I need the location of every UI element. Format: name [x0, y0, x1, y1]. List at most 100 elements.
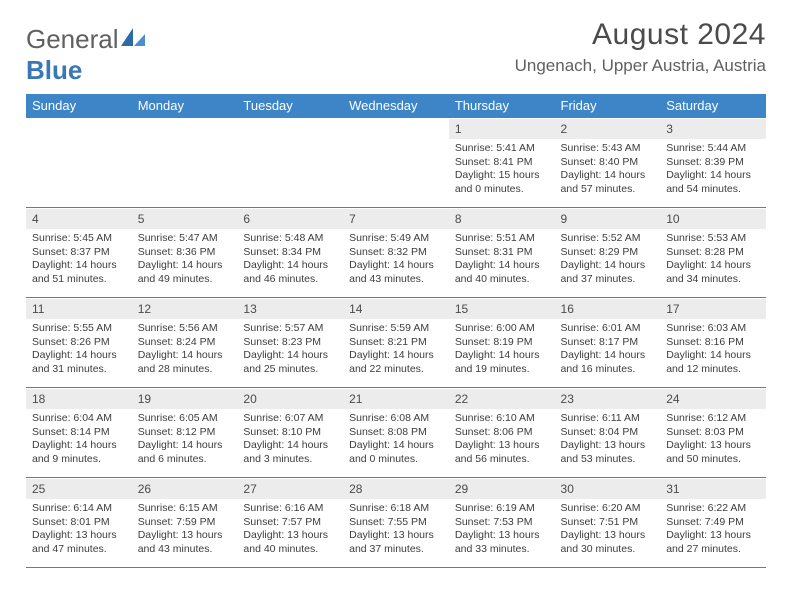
day-details: Sunrise: 6:07 AMSunset: 8:10 PMDaylight:…	[237, 409, 343, 470]
calendar-day-cell: 23Sunrise: 6:11 AMSunset: 8:04 PMDayligh…	[555, 388, 661, 478]
calendar-day-cell: 8Sunrise: 5:51 AMSunset: 8:31 PMDaylight…	[449, 208, 555, 298]
calendar-day-cell: 26Sunrise: 6:15 AMSunset: 7:59 PMDayligh…	[132, 478, 238, 568]
day-number: 25	[26, 478, 132, 499]
calendar-day-cell: 6Sunrise: 5:48 AMSunset: 8:34 PMDaylight…	[237, 208, 343, 298]
day-details: Sunrise: 6:19 AMSunset: 7:53 PMDaylight:…	[449, 499, 555, 560]
day-details: Sunrise: 5:55 AMSunset: 8:26 PMDaylight:…	[26, 319, 132, 380]
day-details: Sunrise: 6:14 AMSunset: 8:01 PMDaylight:…	[26, 499, 132, 560]
day-details: Sunrise: 6:18 AMSunset: 7:55 PMDaylight:…	[343, 499, 449, 560]
day-number: 17	[660, 298, 766, 319]
day-details: Sunrise: 6:20 AMSunset: 7:51 PMDaylight:…	[555, 499, 661, 560]
day-details: Sunrise: 6:03 AMSunset: 8:16 PMDaylight:…	[660, 319, 766, 380]
day-number: 11	[26, 298, 132, 319]
day-details: Sunrise: 5:48 AMSunset: 8:34 PMDaylight:…	[237, 229, 343, 290]
sail-icon	[119, 26, 147, 48]
calendar-day-cell: 24Sunrise: 6:12 AMSunset: 8:03 PMDayligh…	[660, 388, 766, 478]
day-details: Sunrise: 6:01 AMSunset: 8:17 PMDaylight:…	[555, 319, 661, 380]
dow-header: Saturday	[660, 94, 766, 118]
dow-header: Sunday	[26, 94, 132, 118]
day-number: 9	[555, 208, 661, 229]
day-details: Sunrise: 5:41 AMSunset: 8:41 PMDaylight:…	[449, 139, 555, 200]
day-details: Sunrise: 6:15 AMSunset: 7:59 PMDaylight:…	[132, 499, 238, 560]
calendar-day-cell: 30Sunrise: 6:20 AMSunset: 7:51 PMDayligh…	[555, 478, 661, 568]
day-details: Sunrise: 6:00 AMSunset: 8:19 PMDaylight:…	[449, 319, 555, 380]
calendar-header-row: SundayMondayTuesdayWednesdayThursdayFrid…	[26, 94, 766, 118]
calendar-day-cell: 11Sunrise: 5:55 AMSunset: 8:26 PMDayligh…	[26, 298, 132, 388]
day-number: 22	[449, 388, 555, 409]
calendar-week-row: 11Sunrise: 5:55 AMSunset: 8:26 PMDayligh…	[26, 298, 766, 388]
calendar-day-cell: 5Sunrise: 5:47 AMSunset: 8:36 PMDaylight…	[132, 208, 238, 298]
day-number: 10	[660, 208, 766, 229]
day-details: Sunrise: 6:12 AMSunset: 8:03 PMDaylight:…	[660, 409, 766, 470]
day-details: Sunrise: 6:08 AMSunset: 8:08 PMDaylight:…	[343, 409, 449, 470]
day-number: 15	[449, 298, 555, 319]
logo-prefix: General	[26, 24, 119, 54]
top-bar: General Blue August 2024 Ungenach, Upper…	[26, 18, 766, 86]
day-number: 13	[237, 298, 343, 319]
logo: General Blue	[26, 18, 147, 86]
logo-text: General Blue	[26, 24, 147, 86]
day-details: Sunrise: 5:52 AMSunset: 8:29 PMDaylight:…	[555, 229, 661, 290]
dow-header: Wednesday	[343, 94, 449, 118]
dow-header: Friday	[555, 94, 661, 118]
day-number: 28	[343, 478, 449, 499]
calendar-day-cell: 10Sunrise: 5:53 AMSunset: 8:28 PMDayligh…	[660, 208, 766, 298]
calendar-day-cell: 13Sunrise: 5:57 AMSunset: 8:23 PMDayligh…	[237, 298, 343, 388]
day-number: 14	[343, 298, 449, 319]
day-number: 1	[449, 118, 555, 139]
calendar-day-cell: 25Sunrise: 6:14 AMSunset: 8:01 PMDayligh…	[26, 478, 132, 568]
calendar-day-cell: 22Sunrise: 6:10 AMSunset: 8:06 PMDayligh…	[449, 388, 555, 478]
day-number: 6	[237, 208, 343, 229]
day-number: 27	[237, 478, 343, 499]
calendar-day-cell	[26, 118, 132, 208]
calendar-day-cell	[343, 118, 449, 208]
day-details: Sunrise: 5:59 AMSunset: 8:21 PMDaylight:…	[343, 319, 449, 380]
day-details: Sunrise: 5:57 AMSunset: 8:23 PMDaylight:…	[237, 319, 343, 380]
calendar-day-cell: 7Sunrise: 5:49 AMSunset: 8:32 PMDaylight…	[343, 208, 449, 298]
calendar-day-cell: 4Sunrise: 5:45 AMSunset: 8:37 PMDaylight…	[26, 208, 132, 298]
calendar-day-cell: 16Sunrise: 6:01 AMSunset: 8:17 PMDayligh…	[555, 298, 661, 388]
calendar-day-cell: 2Sunrise: 5:43 AMSunset: 8:40 PMDaylight…	[555, 118, 661, 208]
calendar-day-cell: 27Sunrise: 6:16 AMSunset: 7:57 PMDayligh…	[237, 478, 343, 568]
calendar-day-cell: 12Sunrise: 5:56 AMSunset: 8:24 PMDayligh…	[132, 298, 238, 388]
day-number: 8	[449, 208, 555, 229]
day-details: Sunrise: 5:51 AMSunset: 8:31 PMDaylight:…	[449, 229, 555, 290]
calendar-day-cell: 18Sunrise: 6:04 AMSunset: 8:14 PMDayligh…	[26, 388, 132, 478]
calendar-week-row: 18Sunrise: 6:04 AMSunset: 8:14 PMDayligh…	[26, 388, 766, 478]
calendar-day-cell: 15Sunrise: 6:00 AMSunset: 8:19 PMDayligh…	[449, 298, 555, 388]
day-number: 7	[343, 208, 449, 229]
day-details: Sunrise: 5:53 AMSunset: 8:28 PMDaylight:…	[660, 229, 766, 290]
day-number: 12	[132, 298, 238, 319]
day-number: 24	[660, 388, 766, 409]
calendar-day-cell: 29Sunrise: 6:19 AMSunset: 7:53 PMDayligh…	[449, 478, 555, 568]
calendar-day-cell: 1Sunrise: 5:41 AMSunset: 8:41 PMDaylight…	[449, 118, 555, 208]
dow-header: Thursday	[449, 94, 555, 118]
calendar-week-row: 4Sunrise: 5:45 AMSunset: 8:37 PMDaylight…	[26, 208, 766, 298]
calendar-day-cell: 19Sunrise: 6:05 AMSunset: 8:12 PMDayligh…	[132, 388, 238, 478]
calendar-body: 1Sunrise: 5:41 AMSunset: 8:41 PMDaylight…	[26, 118, 766, 568]
day-details: Sunrise: 5:44 AMSunset: 8:39 PMDaylight:…	[660, 139, 766, 200]
day-number: 5	[132, 208, 238, 229]
day-details: Sunrise: 5:47 AMSunset: 8:36 PMDaylight:…	[132, 229, 238, 290]
day-number: 16	[555, 298, 661, 319]
dow-header: Monday	[132, 94, 238, 118]
calendar-day-cell: 14Sunrise: 5:59 AMSunset: 8:21 PMDayligh…	[343, 298, 449, 388]
calendar-day-cell: 20Sunrise: 6:07 AMSunset: 8:10 PMDayligh…	[237, 388, 343, 478]
calendar-day-cell: 28Sunrise: 6:18 AMSunset: 7:55 PMDayligh…	[343, 478, 449, 568]
calendar-table: SundayMondayTuesdayWednesdayThursdayFrid…	[26, 94, 766, 568]
calendar-day-cell: 17Sunrise: 6:03 AMSunset: 8:16 PMDayligh…	[660, 298, 766, 388]
page-title: August 2024	[515, 18, 766, 52]
day-number: 19	[132, 388, 238, 409]
day-details: Sunrise: 5:49 AMSunset: 8:32 PMDaylight:…	[343, 229, 449, 290]
calendar-day-cell	[237, 118, 343, 208]
day-number: 31	[660, 478, 766, 499]
day-details: Sunrise: 6:05 AMSunset: 8:12 PMDaylight:…	[132, 409, 238, 470]
calendar-day-cell: 21Sunrise: 6:08 AMSunset: 8:08 PMDayligh…	[343, 388, 449, 478]
calendar-day-cell: 3Sunrise: 5:44 AMSunset: 8:39 PMDaylight…	[660, 118, 766, 208]
day-number: 3	[660, 118, 766, 139]
calendar-day-cell	[132, 118, 238, 208]
calendar-day-cell: 9Sunrise: 5:52 AMSunset: 8:29 PMDaylight…	[555, 208, 661, 298]
day-number: 18	[26, 388, 132, 409]
day-number: 2	[555, 118, 661, 139]
day-number: 26	[132, 478, 238, 499]
